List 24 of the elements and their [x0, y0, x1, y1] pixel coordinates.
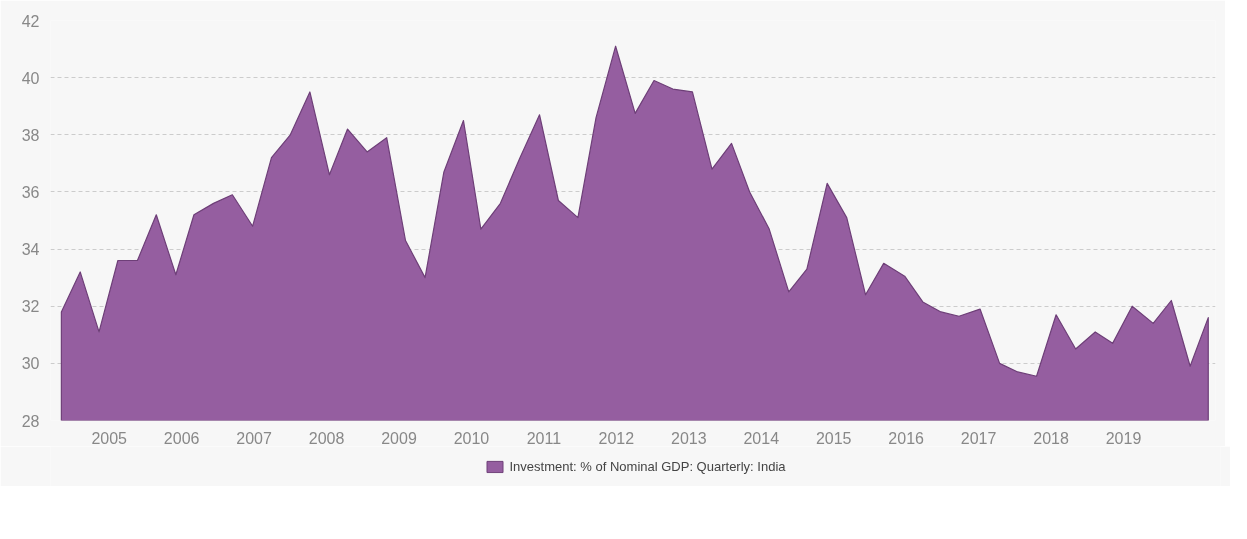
- x-tick-label: 2011: [526, 429, 562, 447]
- x-tick-label: 2016: [888, 429, 925, 447]
- x-tick-label: 2017: [960, 429, 997, 447]
- y-tick-label: 30: [21, 355, 40, 373]
- legend-label: Investment: % of Nominal GDP: Quarterly: India: [509, 458, 786, 474]
- y-tick-label: 32: [21, 298, 40, 316]
- x-tick-label: 2014: [743, 429, 780, 447]
- x-tick-label: 2010: [453, 429, 490, 447]
- y-tick-label: 28: [21, 412, 40, 430]
- x-tick-label: 2008: [308, 429, 345, 447]
- y-tick-label: 42: [21, 12, 40, 30]
- x-tick-label: 2013: [670, 429, 707, 447]
- x-tick-label: 2015: [815, 429, 852, 447]
- x-tick-label: 2012: [598, 429, 635, 447]
- x-tick-label: 2005: [91, 429, 128, 447]
- x-tick-label: 2019: [1105, 429, 1142, 447]
- x-tick-label: 2006: [163, 429, 200, 447]
- y-tick-label: 36: [21, 183, 40, 201]
- y-tick-label: 40: [21, 69, 40, 87]
- x-tick-label: 2018: [1033, 429, 1069, 447]
- x-tick-label: 2009: [381, 429, 417, 447]
- y-tick-label: 34: [21, 241, 40, 259]
- y-tick-label: 38: [21, 126, 40, 144]
- x-tick-label: 2007: [236, 429, 272, 447]
